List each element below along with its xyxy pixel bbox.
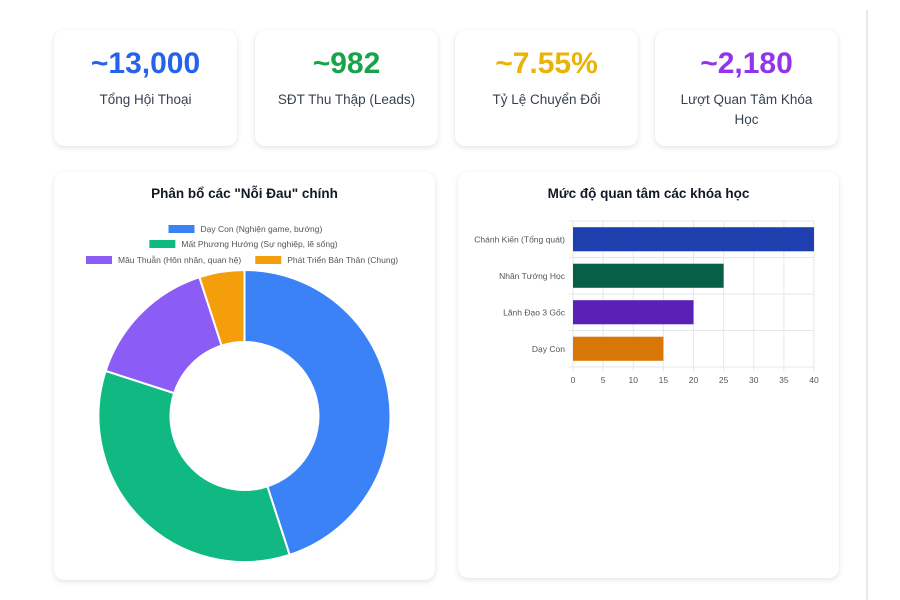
x-tick-label: 15 — [659, 375, 669, 385]
y-category-label: Nhân Tướng Học — [499, 271, 566, 281]
kpi-value: ~982 — [312, 47, 381, 80]
chart-title: Phân bổ các "Nỗi Đau" chính — [151, 186, 338, 201]
kpi-card-conversion-rate: ~7.55% Tỷ Lệ Chuyển Đổi — [455, 30, 638, 146]
x-tick-label: 35 — [779, 375, 789, 385]
donut-slice — [198, 268, 246, 347]
legend-label: Mất Phương Hướng (Sự nghiệp, lẽ sống) — [181, 239, 337, 249]
bar — [573, 263, 724, 288]
x-tick-label: 0 — [571, 375, 576, 385]
donut-chart: Dạy Con (Nghiện game, bướng) Mất Phương H… — [86, 224, 398, 563]
kpi-label: Tổng Hội Thoại — [99, 92, 192, 107]
course-interest-chart-card: Mức độ quan tâm các khóa học 0 5 10 15 20 25 3… — [458, 172, 839, 578]
legend-label: Phát Triển Bản Thân (Chung) — [287, 255, 398, 265]
legend-swatch — [168, 225, 195, 233]
x-tick-label: 40 — [809, 375, 819, 385]
legend-label: Dạy Con (Nghiện game, bướng) — [201, 224, 323, 234]
bar-chart: 0 5 10 15 20 25 30 35 40 Chánh Kiến (Tổng quát) Nh… — [474, 220, 819, 385]
kpi-label: Tỷ Lệ Chuyển Đổi — [492, 92, 601, 107]
kpi-value: ~7.55% — [495, 47, 598, 80]
kpi-label: SĐT Thu Thập (Leads) — [277, 92, 416, 107]
x-tick-label: 20 — [689, 375, 699, 385]
kpi-card-course-interest: ~2,180 Lượt Quan Tâm Khóa Học — [655, 30, 838, 146]
x-tick-label: 30 — [749, 375, 759, 385]
y-category-label: Lãnh Đạo 3 Gốc — [503, 307, 566, 317]
pain-points-chart-card: Phân bổ các "Nỗi Đau" chính Dạy Con (Ngh… — [54, 172, 435, 580]
legend-swatch — [149, 240, 176, 248]
legend-swatch — [86, 256, 112, 264]
bar — [573, 336, 664, 361]
kpi-card-leads: ~982 SĐT Thu Thập (Leads) — [255, 30, 438, 146]
x-tick-label: 25 — [719, 375, 729, 385]
y-category-label: Dạy Con — [532, 344, 565, 354]
bar — [573, 227, 814, 252]
kpi-value: ~13,000 — [90, 47, 201, 80]
chart-title: Mức độ quan tâm các khóa học — [547, 186, 750, 201]
legend-swatch — [255, 256, 282, 264]
y-category-label: Chánh Kiến (Tổng quát) — [474, 234, 565, 244]
x-tick-label: 5 — [601, 375, 606, 385]
kpi-label: Lượt Quan Tâm Khóa Học — [680, 92, 813, 127]
kpi-card-conversations: ~13,000 Tổng Hội Thoại — [54, 30, 237, 146]
kpi-value: ~2,180 — [700, 47, 793, 80]
legend-label: Mâu Thuẫn (Hôn nhân, quan hệ) — [118, 255, 241, 265]
bar — [573, 300, 694, 325]
page-divider — [866, 10, 868, 600]
x-tick-label: 10 — [629, 375, 639, 385]
donut-slice — [243, 268, 392, 557]
donut-slice — [97, 369, 291, 563]
